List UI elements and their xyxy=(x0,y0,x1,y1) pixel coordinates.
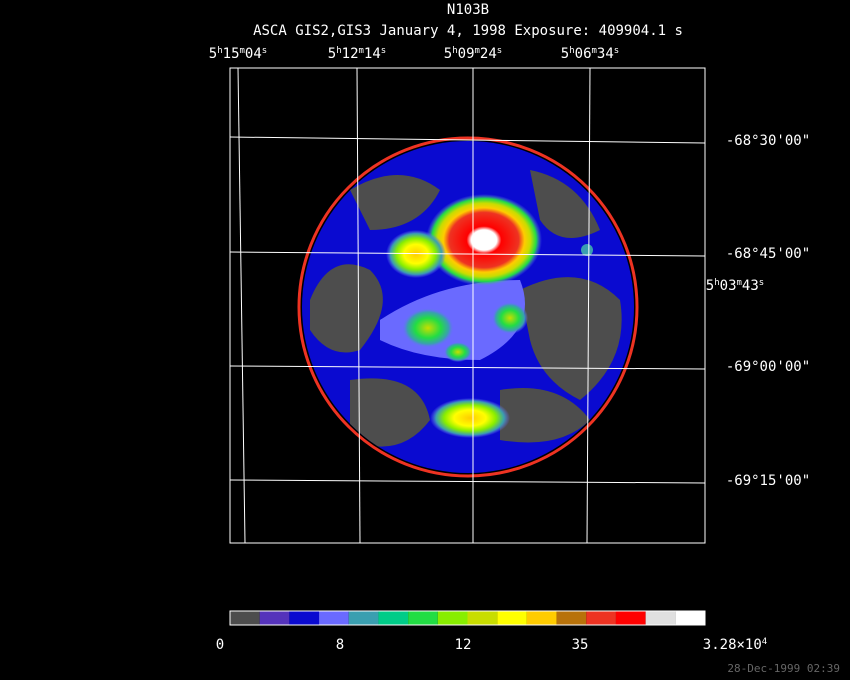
colorbar-label: 12 xyxy=(455,637,472,653)
colorbar-swatch xyxy=(230,611,260,625)
colorbar-label: 35 xyxy=(572,637,589,653)
label-part: 5 xyxy=(209,46,217,62)
colorbar-swatch xyxy=(645,611,676,625)
colorbar-frame xyxy=(229,610,706,626)
label-part: 8 xyxy=(336,637,344,653)
label-part: 03 xyxy=(720,278,737,294)
dec-grid-line xyxy=(229,251,706,257)
label-part: 24 xyxy=(480,46,497,62)
label-part: 35 xyxy=(572,637,589,653)
superscript: m xyxy=(592,46,597,56)
superscript: s xyxy=(759,278,764,288)
label-part: 5 xyxy=(561,46,569,62)
superscript: m xyxy=(475,46,480,56)
label-part: 04 xyxy=(245,46,262,62)
ra-label: 5h06m34s xyxy=(561,46,619,62)
subtitle: ASCA GIS2,GIS3 January 4, 1998 Exposure:… xyxy=(253,23,683,39)
colorbar-swatch xyxy=(289,611,320,625)
colorbar-swatch xyxy=(408,611,438,625)
colorbar-swatch xyxy=(319,611,349,625)
colorbar-swatch xyxy=(675,611,705,625)
superscript: m xyxy=(737,278,742,288)
superscript: h xyxy=(452,46,457,56)
dec-label: -68°30'00" xyxy=(726,133,810,149)
frame xyxy=(229,67,706,544)
colorbar-label: 8 xyxy=(336,637,344,653)
superscript: m xyxy=(359,46,364,56)
ra-grid-line xyxy=(586,67,591,544)
colorbar-swatch xyxy=(497,611,527,625)
sky-image xyxy=(297,136,639,478)
superscript: s xyxy=(497,46,502,56)
label-part: 5 xyxy=(328,46,336,62)
superscript: h xyxy=(336,46,341,56)
superscript: s xyxy=(614,46,619,56)
superscript: s xyxy=(381,46,386,56)
colorbar-swatch xyxy=(467,611,498,625)
dec-grid-line xyxy=(229,365,706,370)
dec-grid-line xyxy=(229,479,706,484)
ra-label: 5h12m14s xyxy=(328,46,386,62)
colorbar-label: 3.28×104 xyxy=(703,637,767,653)
label-part: 12 xyxy=(342,46,359,62)
coordinate-grid xyxy=(229,67,706,544)
colorbar-swatch xyxy=(556,611,587,625)
colorbar-swatch xyxy=(259,611,290,625)
superscript: s xyxy=(262,46,267,56)
colorbar-swatch xyxy=(378,611,409,625)
timestamp: 28-Dec-1999 02:39 xyxy=(727,662,840,675)
label-part: 14 xyxy=(364,46,381,62)
colorbar xyxy=(229,610,706,626)
colorbar-swatch xyxy=(437,611,468,625)
dec-grid-line xyxy=(229,136,706,144)
superscript: h xyxy=(217,46,222,56)
dec-label: -69°15'00" xyxy=(726,473,810,489)
superscript: m xyxy=(240,46,245,56)
label-part: 09 xyxy=(458,46,475,62)
superscript: 4 xyxy=(762,637,767,647)
colorbar-label: 0 xyxy=(216,637,224,653)
colorbar-swatch xyxy=(615,611,646,625)
superscript: h xyxy=(569,46,574,56)
title: N103B xyxy=(447,2,489,18)
ra-grid-line xyxy=(237,67,246,544)
dec-label: -69°00'00" xyxy=(726,359,810,375)
label-part: 3.28×10 xyxy=(703,637,762,653)
label-part: 5 xyxy=(444,46,452,62)
dec-label: -68°45'00" xyxy=(726,246,810,262)
colorbar-swatch xyxy=(526,611,557,625)
colorbar-swatch xyxy=(586,611,616,625)
label-part: 0 xyxy=(216,637,224,653)
colorbar-swatch xyxy=(348,611,379,625)
label-part: 06 xyxy=(575,46,592,62)
superscript: h xyxy=(714,278,719,288)
label-part: 34 xyxy=(597,46,614,62)
ra-grid-line xyxy=(356,67,361,544)
label-part: 5 xyxy=(706,278,714,294)
label-part: 43 xyxy=(742,278,759,294)
label-part: 15 xyxy=(223,46,240,62)
label-part: 12 xyxy=(455,637,472,653)
ra-label: 5h15m04s xyxy=(209,46,267,62)
ra-label: 5h09m24s xyxy=(444,46,502,62)
ra-label: 5h03m43s xyxy=(706,278,764,294)
